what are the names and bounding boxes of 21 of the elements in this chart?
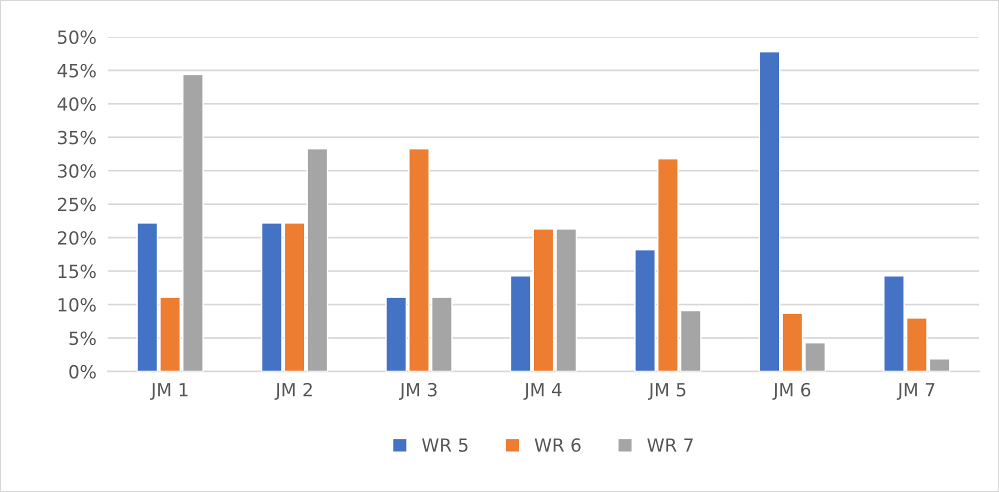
legend-label: WR 6 — [534, 438, 581, 452]
y-tick-label: 50% — [58, 30, 96, 44]
x-tick-label: JM 7 — [896, 383, 934, 400]
x-tick-label: JM 5 — [648, 383, 686, 400]
y-tick-label: 40% — [58, 97, 96, 111]
legend-label: WR 5 — [422, 438, 468, 452]
y-tick-label: 30% — [58, 164, 96, 178]
x-tick-label: JM 1 — [150, 383, 188, 400]
x-tick-label: JM 6 — [772, 382, 810, 400]
legend-label: WR 7 — [647, 438, 693, 452]
y-tick-label: 45% — [58, 64, 96, 78]
y-tick-label: 15% — [58, 264, 96, 278]
y-tick-label: 0% — [69, 364, 96, 379]
x-tick-label: JM 2 — [274, 382, 312, 400]
y-tick-label: 10% — [58, 298, 96, 312]
y-tick-label: 5% — [70, 331, 96, 346]
x-tick-label: JM 4 — [523, 383, 562, 400]
y-tick-label: 25% — [58, 198, 96, 212]
y-tick-label: 20% — [58, 231, 96, 245]
y-tick-label: 35% — [58, 130, 96, 144]
x-tick-label: JM 3 — [399, 382, 437, 400]
